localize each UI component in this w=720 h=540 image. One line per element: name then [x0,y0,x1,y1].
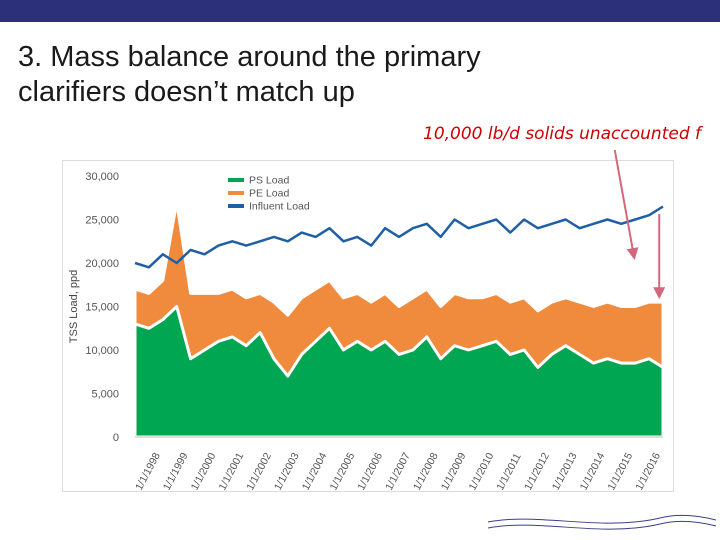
x-tick-label: 1/1/2002 [244,451,274,491]
x-tick-label: 1/1/2016 [633,451,663,491]
x-tick-label: 1/1/2001 [216,451,246,491]
legend-label: Influent Load [249,201,310,213]
x-tick-label: 1/1/2010 [467,451,497,491]
x-tick-label: 1/1/2005 [328,451,358,491]
y-tick-label: 30,000 [85,171,119,183]
top-banner [0,0,720,22]
y-tick-label: 15,000 [85,302,119,314]
x-tick-label: 1/1/2007 [383,451,413,491]
legend-swatch [228,204,244,208]
annotation-text: 10,000 lb/d solids unaccounted f [423,124,701,144]
slide-title-line-1: 3. Mass balance around the primary [18,41,481,73]
x-tick-label: 1/1/2015 [605,451,635,491]
slide-title-line-2: clarifiers doesn’t match up [18,76,355,108]
tss-load-chart: 0 5,000 10,000 15,000 20,000 25,000 30,000 TSS … [68,171,665,491]
y-tick-label: 5,000 [91,389,119,401]
legend-label: PE Load [249,188,289,200]
y-tick-label: 0 [113,432,119,444]
series-ps-load-area [133,305,665,439]
y-tick-label: 10,000 [85,345,119,357]
legend-swatch [228,191,244,195]
x-tick-label: 1/1/2013 [550,451,580,491]
x-tick-label: 1/1/1999 [161,451,191,491]
x-tick-label: 1/1/2004 [300,451,330,491]
y-axis-title: TSS Load, ppd [68,270,80,343]
legend-label: PS Load [249,175,289,187]
decorative-wave [487,514,717,530]
x-tick-label: 1/1/2011 [494,451,523,491]
x-tick-label: 1/1/1998 [133,451,163,491]
y-tick-label: 20,000 [85,258,119,270]
slide-title: 3. Mass balance around the primary clari… [18,40,698,110]
x-tick-label: 1/1/2000 [189,451,219,491]
x-tick-label: 1/1/2014 [578,451,608,491]
x-tick-label: 1/1/2003 [272,451,302,491]
x-tick-label: 1/1/2006 [355,451,385,491]
x-tick-label: 1/1/2012 [522,451,552,491]
x-tick-label: 1/1/2009 [439,451,469,491]
chart-frame: 0 5,000 10,000 15,000 20,000 25,000 30,000 TSS … [62,160,674,492]
series-influent-load-line [134,205,664,269]
y-tick-label: 25,000 [85,215,119,227]
legend-swatch [228,178,244,182]
x-tick-label: 1/1/2008 [411,451,441,491]
